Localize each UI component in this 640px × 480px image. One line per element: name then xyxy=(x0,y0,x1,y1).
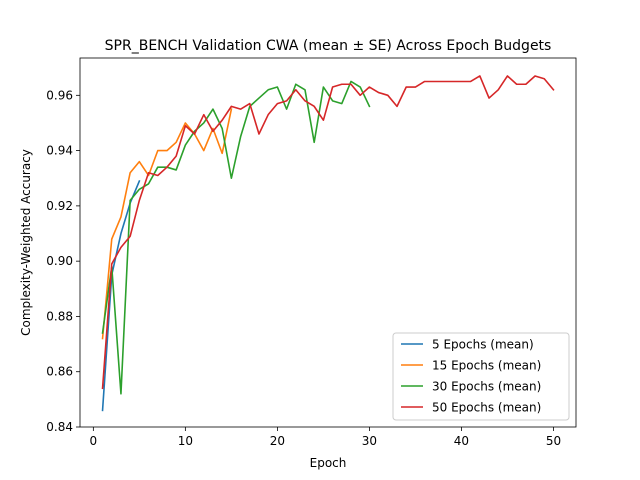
legend-entry-3: 30 Epochs (mean) xyxy=(432,380,541,394)
plot-frame xyxy=(79,57,577,428)
legend-entry-1: 5 Epochs (mean) xyxy=(432,338,534,352)
series-line-4 xyxy=(101,75,555,390)
y-tick-label: 0.86 xyxy=(46,365,73,379)
y-tick-label: 0.88 xyxy=(46,309,73,323)
x-tick-label: 0 xyxy=(90,434,98,448)
x-tick-label: 20 xyxy=(270,434,285,448)
y-axis: 0.84 0.86 0.88 0.90 0.92 0.94 0.96 xyxy=(46,88,80,434)
y-tick-label: 0.84 xyxy=(46,420,73,434)
legend-entry-2: 15 Epochs (mean) xyxy=(432,359,541,373)
x-tick-label: 40 xyxy=(454,434,469,448)
legend-box xyxy=(392,332,570,421)
chart-title: SPR_BENCH Validation CWA (mean ± SE) Acr… xyxy=(105,38,552,54)
y-axis-label: Complexity-Weighted Accuracy xyxy=(19,149,33,336)
x-tick-label: 30 xyxy=(362,434,377,448)
x-axis: 0 10 20 30 40 50 xyxy=(90,427,561,448)
series-line-2 xyxy=(101,108,233,340)
y-tick-label: 0.96 xyxy=(46,88,73,102)
y-tick-label: 0.94 xyxy=(46,144,73,158)
series-line-3 xyxy=(101,80,371,395)
x-tick-label: 10 xyxy=(178,434,193,448)
plot-area xyxy=(101,75,555,412)
y-tick-label: 0.90 xyxy=(46,254,73,268)
legend: 5 Epochs (mean) 15 Epochs (mean) 30 Epochs… xyxy=(392,332,570,421)
y-tick-label: 0.92 xyxy=(46,199,73,213)
x-tick-label: 50 xyxy=(546,434,561,448)
x-axis-label: Epoch xyxy=(310,456,347,470)
legend-entry-4: 50 Epochs (mean) xyxy=(432,401,541,415)
